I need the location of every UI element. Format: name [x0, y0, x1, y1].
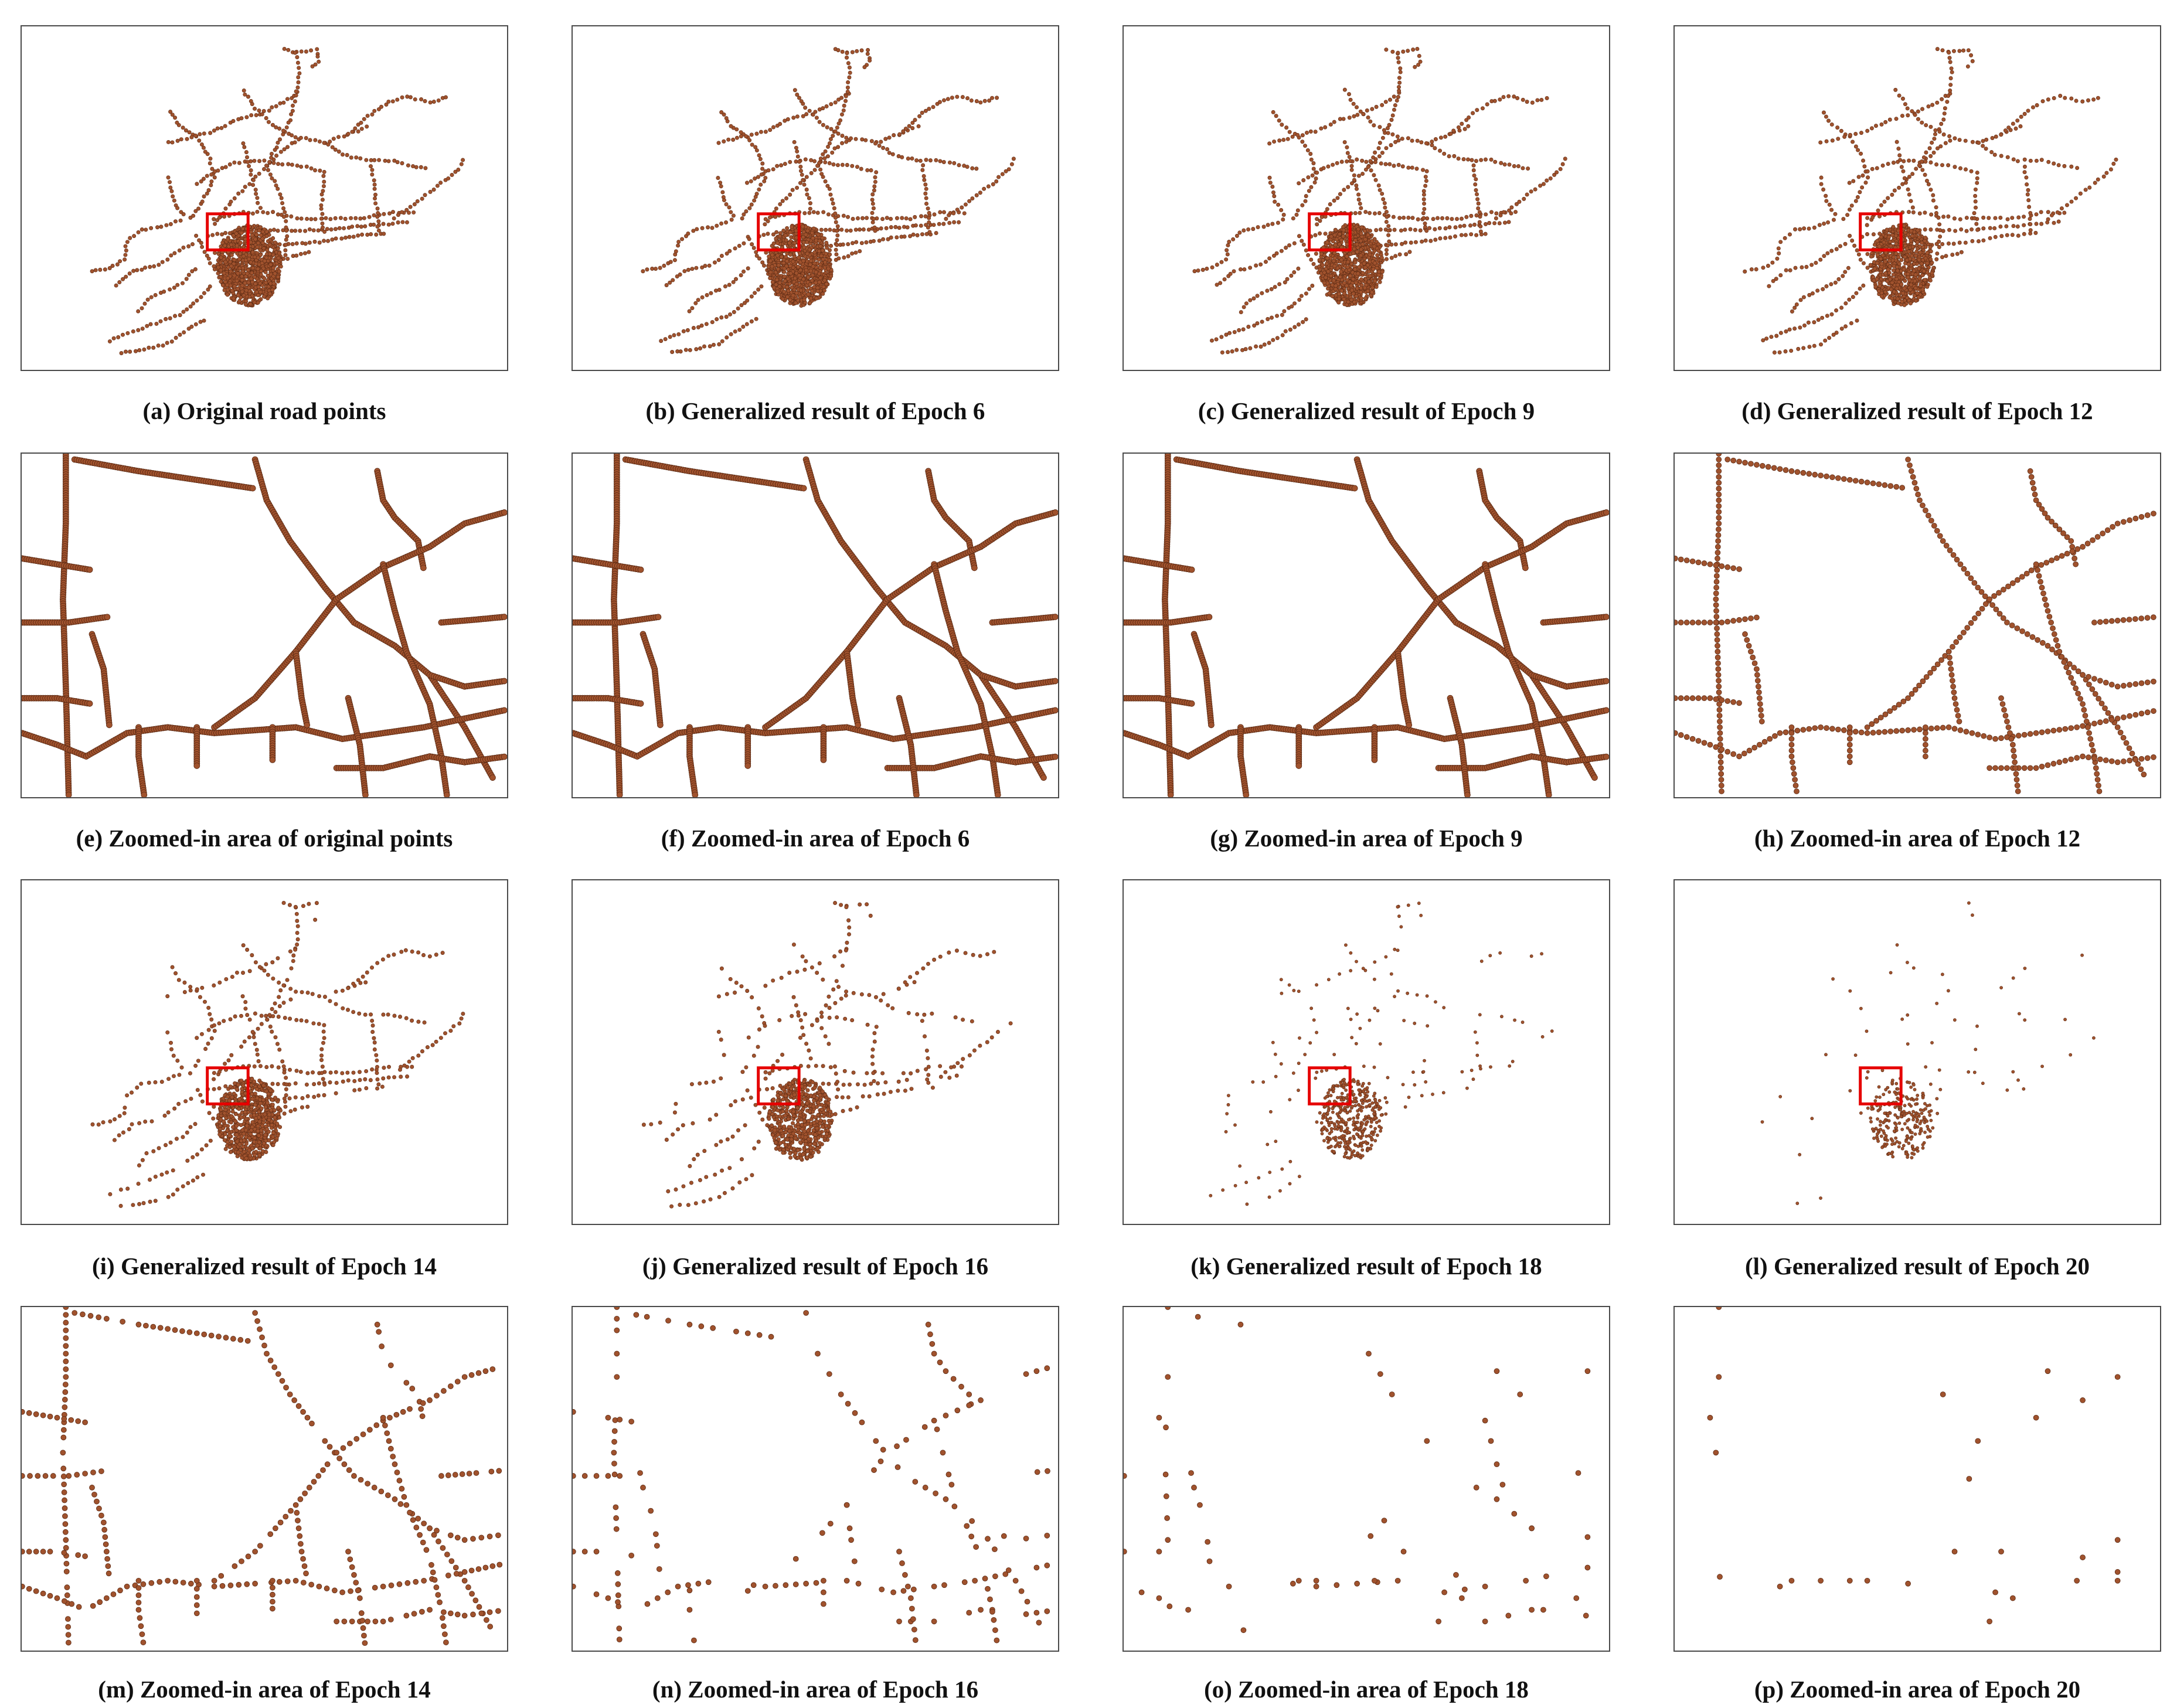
- panel-g-zoom: [1122, 452, 1610, 798]
- zoom-region-box: [1308, 1066, 1352, 1105]
- zoomed-road-points: [1707, 1307, 2121, 1625]
- caption-e: (e) Zoomed-in area of original points: [76, 825, 453, 852]
- zoomed-road-points-plot: [1707, 1307, 2121, 1625]
- caption-a: (a) Original road points: [142, 397, 386, 424]
- caption-i: (i) Generalized result of Epoch 14: [92, 1253, 437, 1280]
- zoomed-road-points: [573, 1307, 1050, 1644]
- road-point-cloud: [1743, 47, 2118, 355]
- panel-i-map: [21, 879, 508, 1225]
- road-point-cloud: [1760, 901, 2096, 1205]
- caption-h: (h) Zoomed-in area of Epoch 12: [1754, 825, 2081, 852]
- zoom-region-box: [206, 212, 250, 251]
- road-points-plot: [90, 900, 465, 1208]
- caption-l: (l) Generalized result of Epoch 20: [1745, 1253, 2090, 1280]
- zoomed-road-points: [573, 454, 1058, 797]
- road-point-cloud: [90, 46, 465, 355]
- road-points-plot: [1760, 901, 2096, 1205]
- zoom-region-box: [206, 1066, 250, 1105]
- caption-o: (o) Zoomed-in area of Epoch 18: [1204, 1676, 1529, 1703]
- zoomed-road-points-plot: [573, 454, 1058, 797]
- panel-a-map: [21, 25, 508, 371]
- caption-j: (j) Generalized result of Epoch 16: [642, 1253, 989, 1280]
- caption-f: (f) Zoomed-in area of Epoch 6: [661, 825, 970, 852]
- zoom-region-box: [1859, 1066, 1903, 1105]
- zoomed-road-points-plot: [22, 454, 507, 797]
- panel-k-map: [1122, 879, 1610, 1225]
- zoomed-road-points-plot: [1124, 1307, 1591, 1634]
- caption-p: (p) Zoomed-in area of Epoch 20: [1754, 1676, 2081, 1703]
- zoomed-road-points: [1675, 454, 2156, 794]
- panel-f-zoom: [572, 452, 1059, 798]
- zoom-region-box: [757, 1066, 801, 1105]
- panel-n-zoom: [572, 1306, 1059, 1652]
- road-points-plot: [641, 47, 1016, 354]
- caption-k: (k) Generalized result of Epoch 18: [1190, 1253, 1542, 1280]
- panel-b-map: [572, 25, 1059, 371]
- road-point-cloud: [90, 900, 465, 1208]
- road-points-plot: [1192, 46, 1567, 355]
- road-points-plot: [641, 901, 1013, 1209]
- caption-n: (n) Zoomed-in area of Epoch 16: [652, 1676, 979, 1703]
- zoomed-road-points: [1124, 454, 1609, 797]
- zoomed-road-points: [22, 454, 507, 797]
- road-points-plot: [1209, 901, 1554, 1206]
- panel-j-map: [572, 879, 1059, 1225]
- zoomed-road-points: [22, 1307, 503, 1646]
- road-point-cloud: [1192, 46, 1567, 355]
- panel-c-map: [1122, 25, 1610, 371]
- zoom-region-box: [1859, 212, 1903, 251]
- panel-l-map: [1673, 879, 2161, 1225]
- zoom-region-box: [1308, 212, 1352, 251]
- panel-d-map: [1673, 25, 2161, 371]
- road-point-cloud: [641, 901, 1013, 1209]
- caption-g: (g) Zoomed-in area of Epoch 9: [1210, 825, 1523, 852]
- panel-o-zoom: [1122, 1306, 1610, 1652]
- panel-m-zoom: [21, 1306, 508, 1652]
- road-points-plot: [90, 46, 465, 355]
- zoomed-road-points-plot: [22, 1307, 503, 1646]
- panel-h-zoom: [1673, 452, 2161, 798]
- zoomed-road-points-plot: [1675, 454, 2156, 794]
- zoomed-road-points: [1124, 1307, 1591, 1634]
- zoomed-road-points-plot: [1124, 454, 1609, 797]
- zoomed-road-points-plot: [573, 1307, 1050, 1644]
- road-points-plot: [1743, 47, 2118, 355]
- zoom-region-box: [757, 212, 801, 251]
- caption-m: (m) Zoomed-in area of Epoch 14: [98, 1676, 431, 1703]
- panel-p-zoom: [1673, 1306, 2161, 1652]
- caption-c: (c) Generalized result of Epoch 9: [1198, 397, 1535, 424]
- panel-e-zoom: [21, 452, 508, 798]
- caption-b: (b) Generalized result of Epoch 6: [645, 397, 985, 424]
- road-point-cloud: [1209, 901, 1554, 1206]
- caption-d: (d) Generalized result of Epoch 12: [1741, 397, 2093, 424]
- road-point-cloud: [641, 47, 1016, 354]
